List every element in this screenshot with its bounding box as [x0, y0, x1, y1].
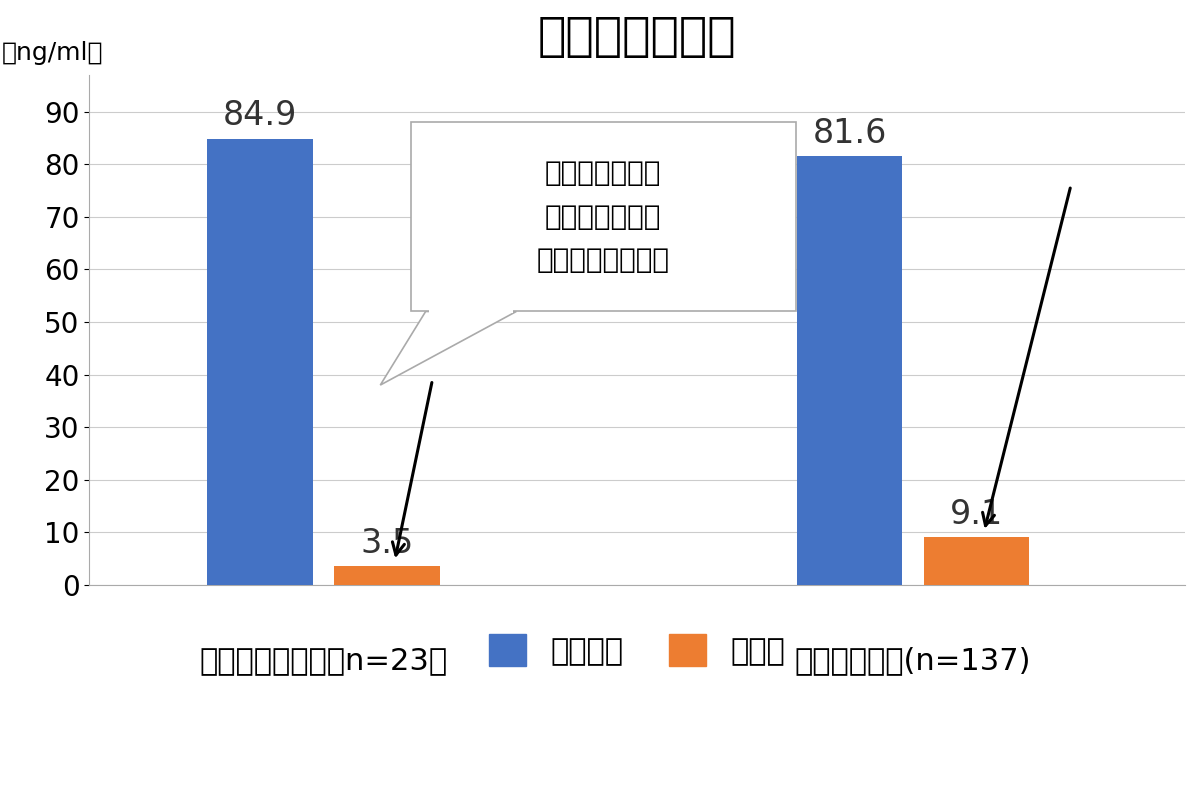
Bar	[797, 156, 902, 585]
Text: 産後うつあり　（n=23）: 産後うつあり （n=23）	[199, 646, 448, 675]
Bar	[208, 138, 313, 585]
Text: 84.9: 84.9	[223, 99, 298, 132]
Polygon shape	[380, 311, 516, 385]
Title: プロゲステロン: プロゲステロン	[538, 15, 737, 60]
Text: 産後うつなし(n=137): 産後うつなし(n=137)	[794, 646, 1031, 675]
Polygon shape	[430, 310, 512, 313]
Text: 9.1: 9.1	[950, 498, 1003, 530]
Text: （ng/ml）: （ng/ml）	[1, 41, 103, 65]
Legend: 妊娠中期, 産直後: 妊娠中期, 産直後	[474, 619, 800, 682]
Text: 3.5: 3.5	[360, 527, 414, 560]
FancyBboxPatch shape	[410, 122, 796, 311]
Text: 81.6: 81.6	[812, 117, 887, 150]
Bar	[335, 566, 440, 585]
Text: 産後うつありの
場合、産直後の
低下率が大きい。: 産後うつありの 場合、産直後の 低下率が大きい。	[536, 159, 670, 274]
Bar	[924, 537, 1030, 585]
